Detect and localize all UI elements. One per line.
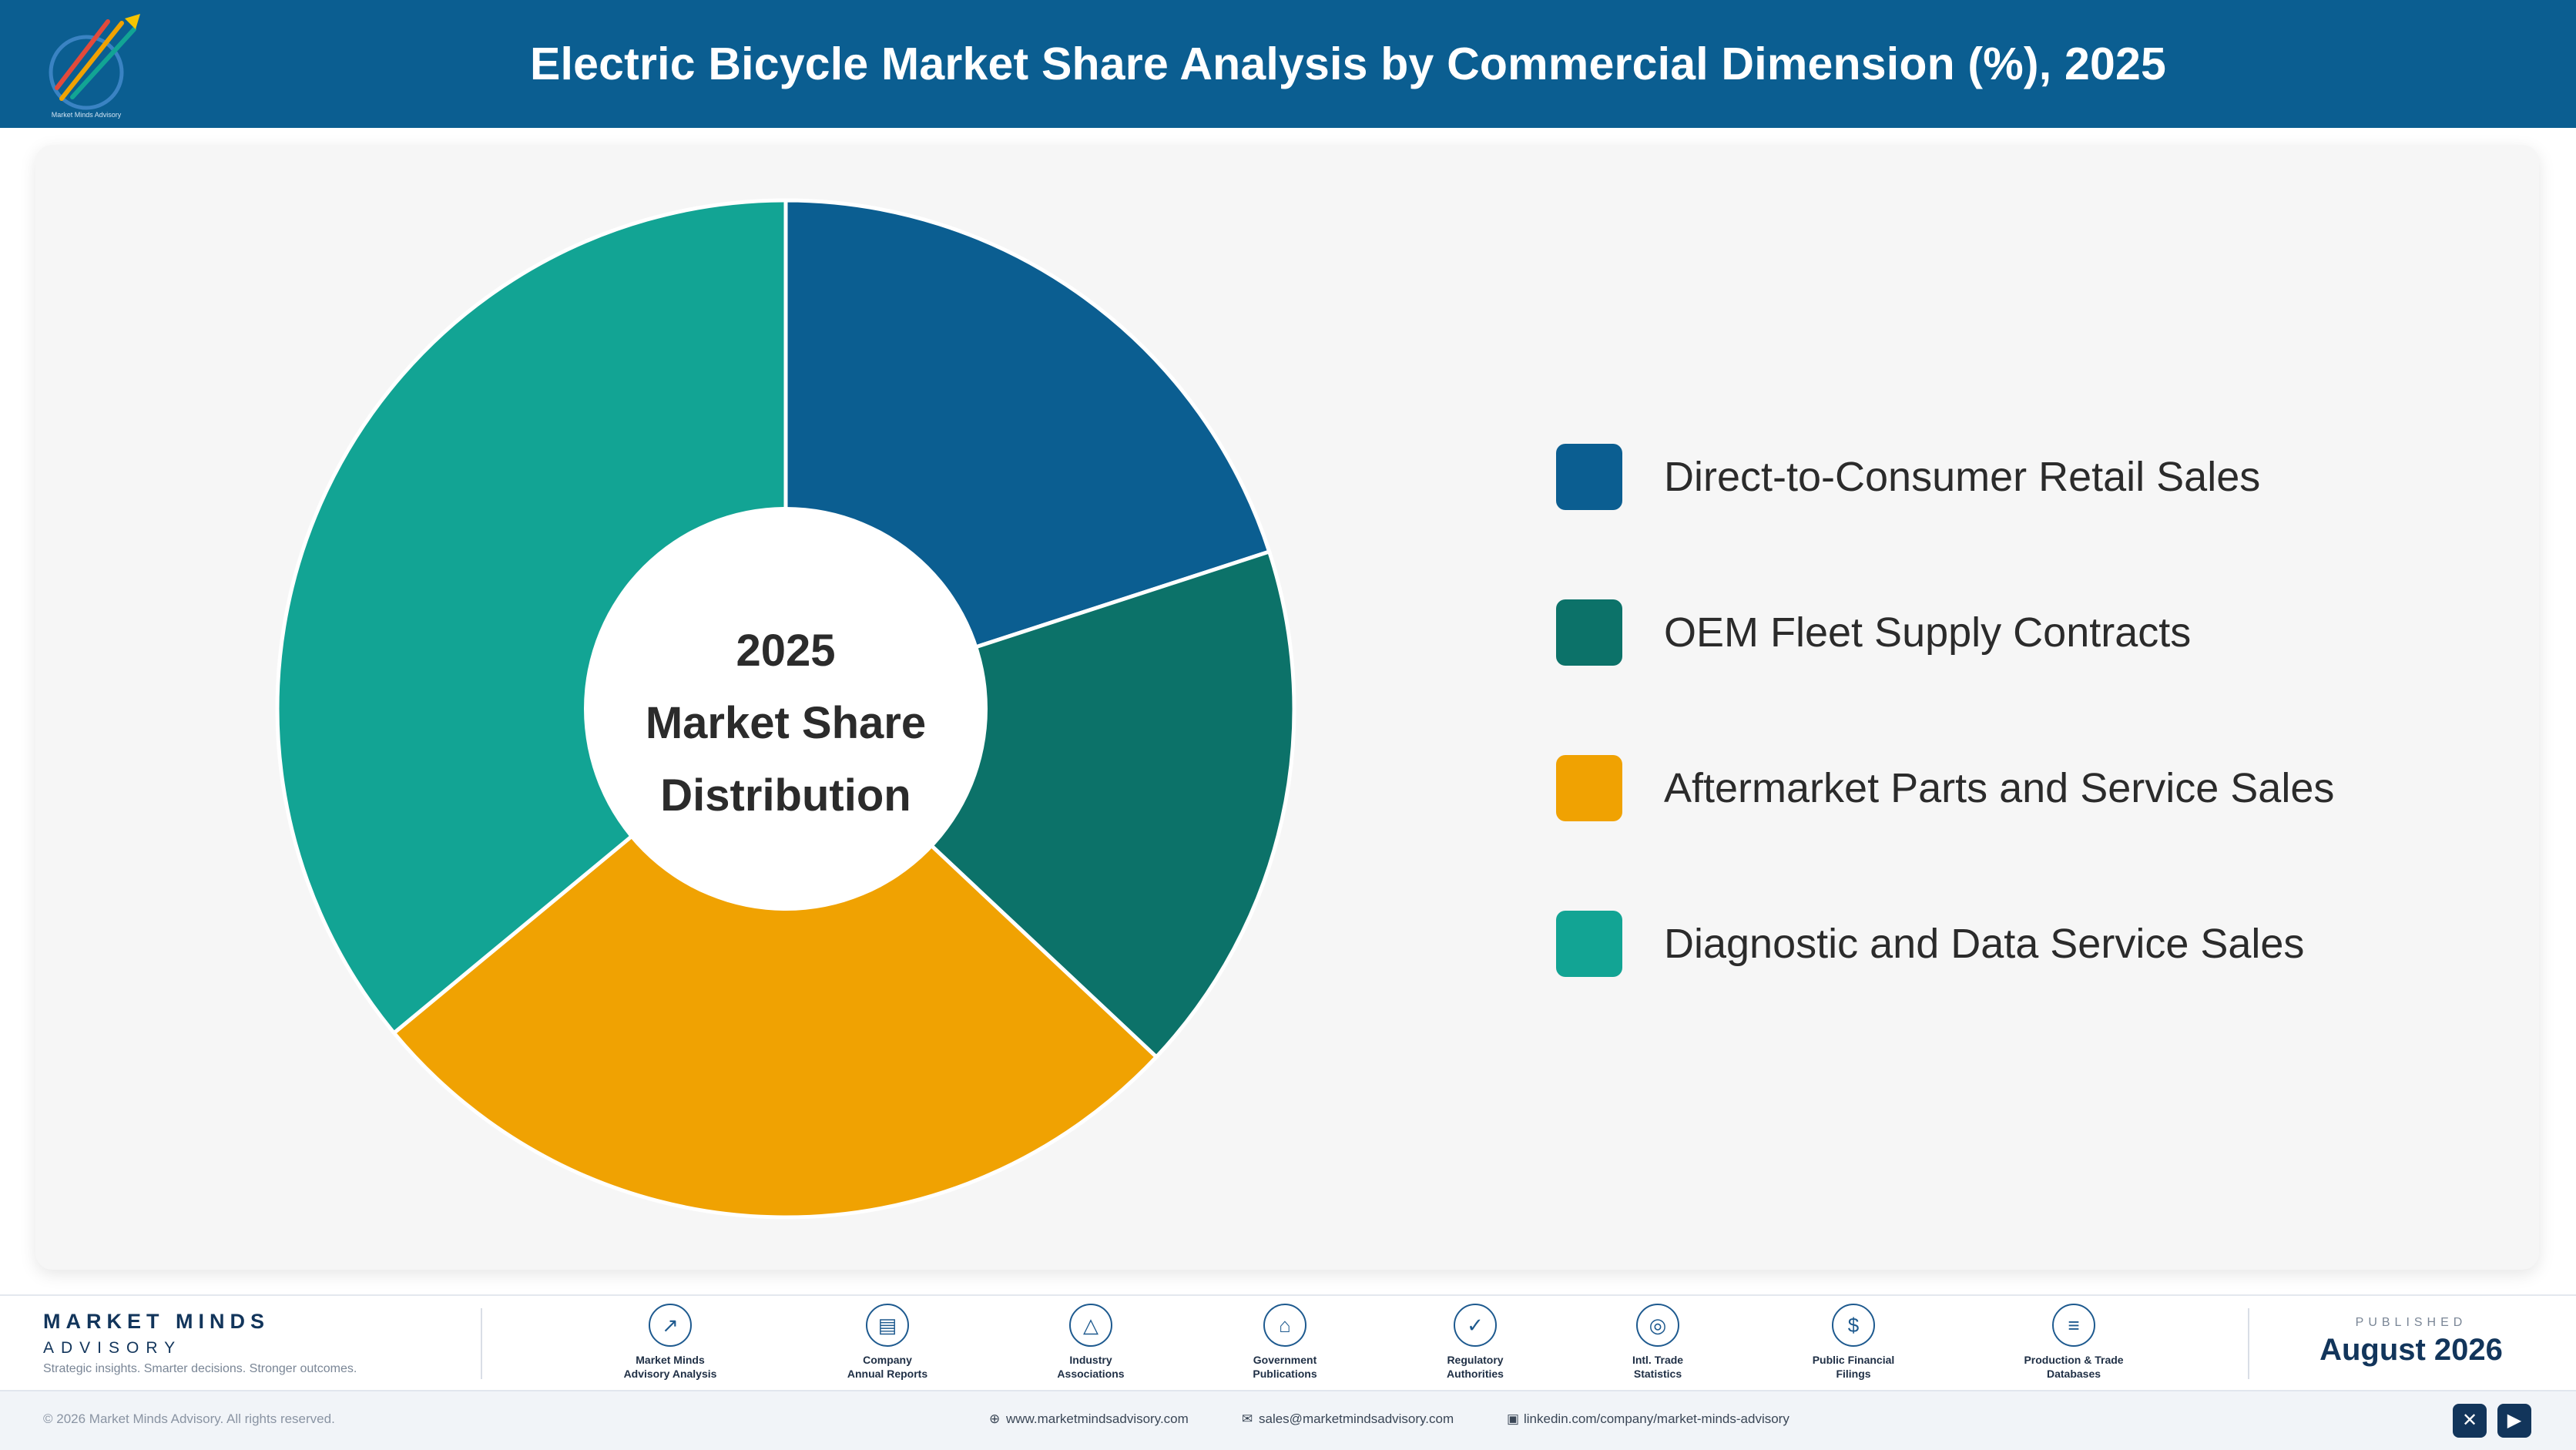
email-link[interactable]: ✉ sales@marketmindsadvisory.com [1242, 1411, 1454, 1427]
center-label-line: Market Share [646, 698, 926, 748]
chart-line-icon: ↗ [649, 1304, 692, 1347]
footer-tagline: Strategic insights. Smarter decisions. S… [43, 1362, 357, 1375]
legend-label: OEM Fleet Supply Contracts [1664, 609, 2192, 656]
published-date: August 2026 [2319, 1333, 2503, 1367]
legend-item: Direct-to-Consumer Retail Sales [1556, 444, 2480, 510]
document-icon: ▤ [866, 1304, 909, 1347]
footer-brand-name: MARKET MINDS [43, 1310, 270, 1333]
footer-divider [481, 1308, 482, 1379]
source-label: Company Annual Reports [847, 1354, 928, 1380]
youtube-social-button[interactable]: ▶ [2497, 1404, 2531, 1438]
linkedin-link[interactable]: ▣ linkedin.com/company/market-minds-advis… [1507, 1411, 1789, 1427]
pie-slice [391, 706, 1159, 1220]
linkedin-text: linkedin.com/company/market-minds-adviso… [1524, 1411, 1789, 1426]
footer-divider [2248, 1308, 2249, 1379]
source-label: Market Minds Advisory Analysis [623, 1354, 717, 1380]
currency-coin-icon: $ [1832, 1304, 1875, 1347]
website-text: www.marketmindsadvisory.com [1006, 1411, 1189, 1426]
page-title: Electric Bicycle Market Share Analysis b… [529, 39, 2167, 89]
donut-hole [584, 507, 988, 911]
government-building-icon: ⌂ [1263, 1304, 1306, 1347]
published-label: PUBLISHED [2355, 1316, 2467, 1329]
center-label-line: Distribution [660, 770, 911, 821]
center-label-line: 2025 [736, 626, 835, 676]
legend-swatch [1556, 911, 1622, 977]
svg-text:Market Minds Advisory: Market Minds Advisory [52, 111, 122, 119]
source-label: Public Financial Filings [1812, 1354, 1895, 1380]
database-icon: ≡ [2052, 1304, 2095, 1347]
legend-item: Diagnostic and Data Service Sales [1556, 911, 2480, 977]
email-text: sales@marketmindsadvisory.com [1259, 1411, 1454, 1426]
legend-swatch [1556, 755, 1622, 821]
source-item: ⌂ Government Publications [1200, 1304, 1370, 1388]
source-label: Production & Trade Databases [2024, 1354, 2124, 1380]
source-label: Intl. Trade Statistics [1632, 1354, 1684, 1380]
globe-icon: ◎ [1636, 1304, 1679, 1347]
source-item: ✓ Regulatory Authorities [1390, 1304, 1560, 1388]
linkedin-icon: ▣ [1507, 1411, 1520, 1426]
website-link[interactable]: ⊕ www.marketmindsadvisory.com [989, 1411, 1189, 1427]
source-item: $ Public Financial Filings [1769, 1304, 1938, 1388]
legend-label: Direct-to-Consumer Retail Sales [1664, 454, 2261, 500]
x-icon: ✕ [2461, 1410, 2478, 1431]
source-item: ▤ Company Annual Reports [803, 1304, 972, 1388]
source-item: ≡ Production & Trade Databases [1989, 1304, 2158, 1388]
mail-icon: ✉ [1242, 1411, 1253, 1426]
shield-check-icon: ✓ [1454, 1304, 1497, 1347]
globe-icon: ⊕ [989, 1411, 1001, 1426]
copyright-text: © 2026 Market Minds Advisory. All rights… [43, 1411, 335, 1426]
footer-brand-sub: ADVISORY [43, 1339, 183, 1357]
legend-item: Aftermarket Parts and Service Sales [1556, 755, 2480, 821]
source-label: Industry Associations [1057, 1354, 1125, 1380]
x-social-button[interactable]: ✕ [2453, 1404, 2487, 1438]
footer-contact-bar [0, 1390, 2576, 1450]
legend-swatch [1556, 599, 1622, 666]
source-label: Government Publications [1253, 1354, 1317, 1380]
network-icon: △ [1069, 1304, 1112, 1347]
legend-item: OEM Fleet Supply Contracts [1556, 599, 2480, 666]
source-item: ◎ Intl. Trade Statistics [1573, 1304, 1742, 1388]
source-label: Regulatory Authorities [1447, 1354, 1504, 1380]
company-logo: Market Minds Advisory [49, 14, 140, 119]
youtube-icon: ▶ [2507, 1410, 2522, 1431]
legend-swatch [1556, 444, 1622, 510]
legend-label: Aftermarket Parts and Service Sales [1664, 765, 2335, 811]
legend-label: Diagnostic and Data Service Sales [1664, 921, 2305, 967]
source-item: ↗ Market Minds Advisory Analysis [585, 1304, 755, 1388]
source-item: △ Industry Associations [1006, 1304, 1176, 1388]
header-bar: Market Minds Advisory Electric Bicycle M… [0, 0, 2576, 128]
donut-chart: 2025 Market Share Distribution [275, 198, 1294, 1220]
pie-slice [275, 198, 788, 1036]
